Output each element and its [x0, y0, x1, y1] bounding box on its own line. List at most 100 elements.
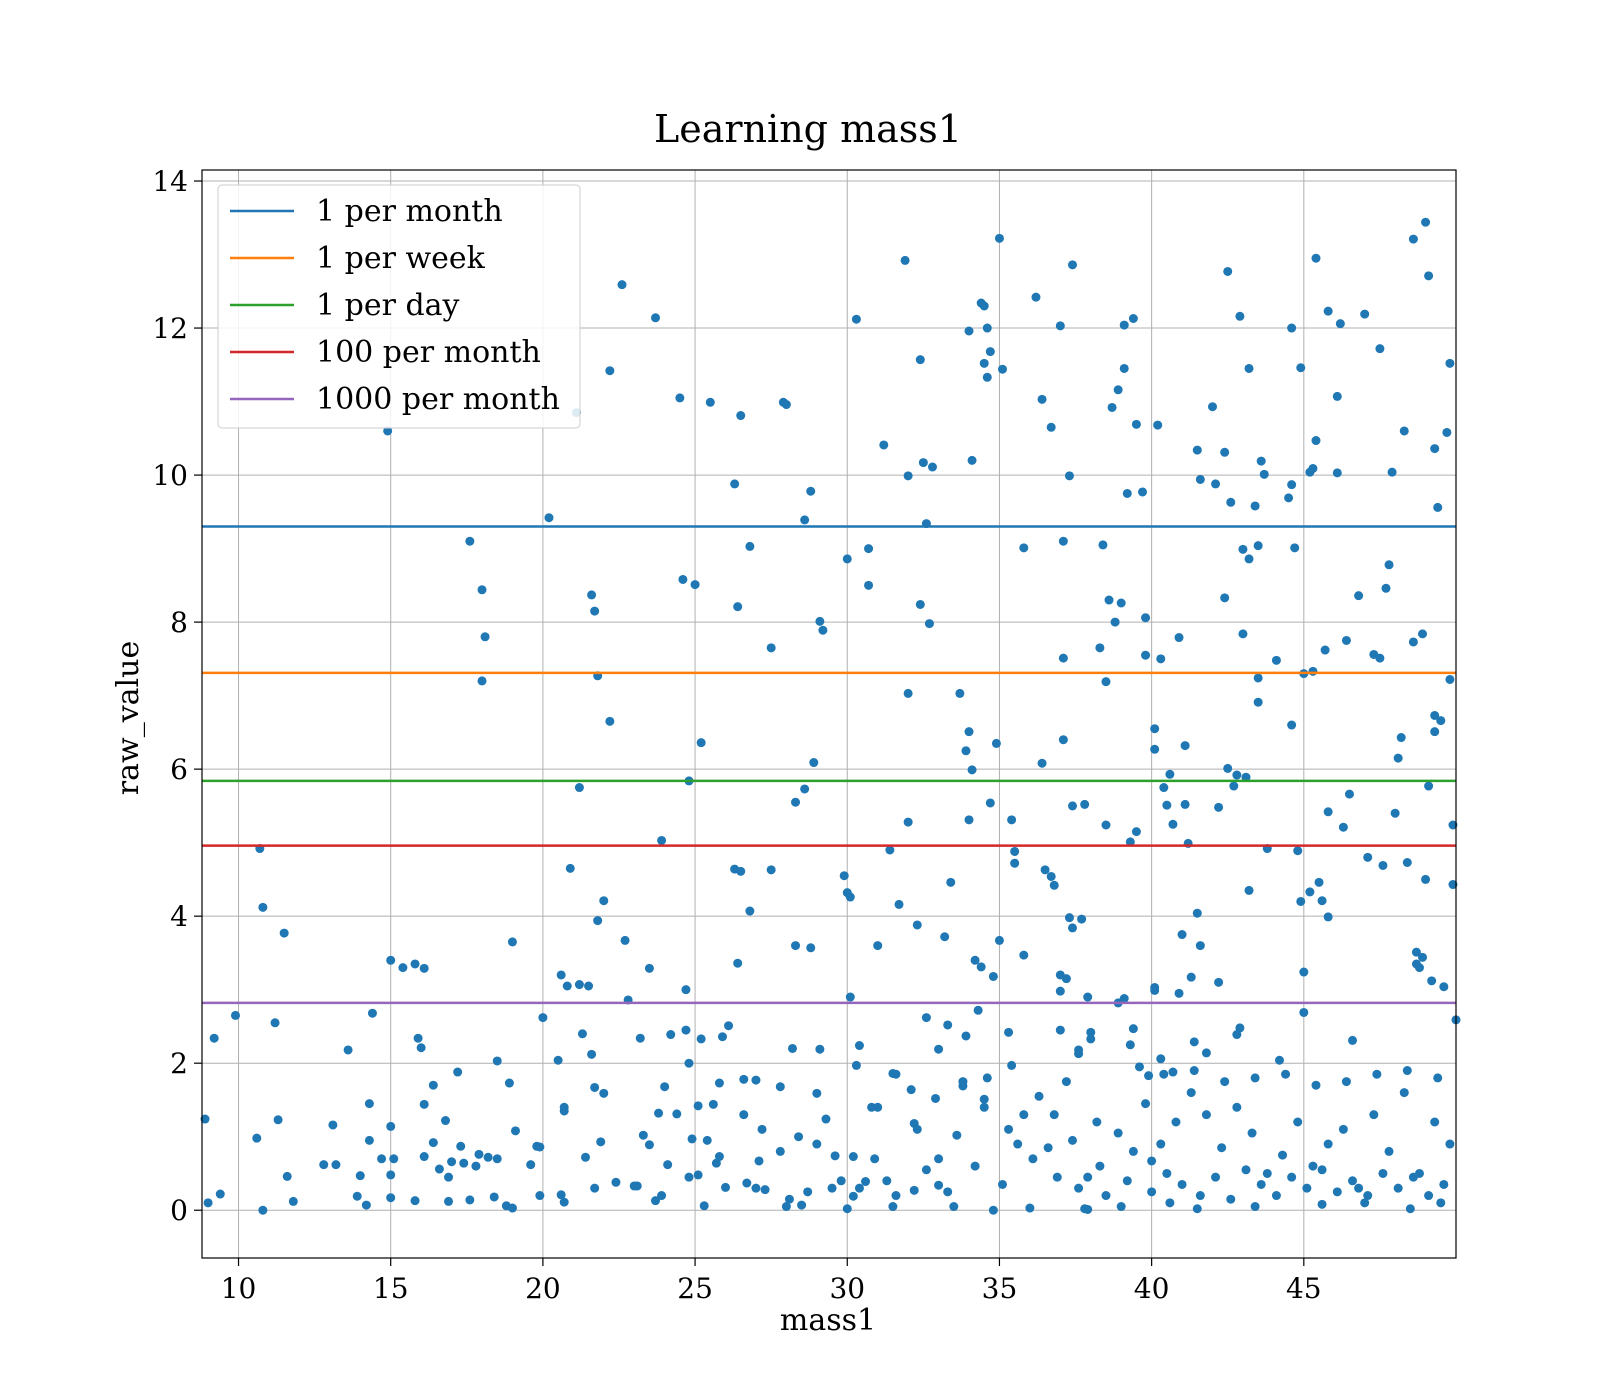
- data-point: [581, 1152, 591, 1162]
- data-point: [355, 1171, 365, 1181]
- data-point: [511, 1126, 520, 1136]
- data-point: [1293, 846, 1303, 856]
- data-point: [818, 625, 828, 635]
- data-point: [684, 1058, 694, 1068]
- data-point: [1226, 497, 1236, 507]
- data-point: [854, 1041, 864, 1051]
- data-point: [842, 554, 852, 564]
- data-point: [605, 716, 615, 726]
- data-point: [1113, 1128, 1123, 1138]
- data-point: [1195, 1191, 1205, 1201]
- data-point: [903, 688, 913, 698]
- data-point: [903, 471, 913, 481]
- data-point: [1235, 311, 1245, 321]
- data-point: [985, 798, 995, 808]
- data-point: [1317, 1199, 1327, 1209]
- data-point: [620, 935, 630, 945]
- data-point: [848, 1152, 858, 1162]
- data-point: [1281, 1069, 1291, 1079]
- data-point: [1034, 1091, 1044, 1101]
- data-point: [1308, 1161, 1318, 1171]
- data-point: [477, 585, 487, 595]
- data-point: [1338, 1124, 1348, 1134]
- data-point: [657, 835, 667, 845]
- data-point: [1156, 1054, 1166, 1064]
- data-point: [1007, 1060, 1017, 1070]
- data-point: [556, 1190, 566, 1200]
- data-point: [1192, 1204, 1202, 1214]
- data-point: [1153, 420, 1163, 430]
- data-point: [1074, 1049, 1084, 1059]
- data-point: [535, 1191, 545, 1201]
- data-point: [465, 1195, 475, 1205]
- data-point: [1180, 741, 1190, 751]
- data-point: [1007, 815, 1017, 825]
- data-point: [1411, 947, 1421, 957]
- y-tick-label: 8: [170, 606, 188, 639]
- data-point: [678, 574, 688, 584]
- y-tick-label: 0: [170, 1194, 188, 1227]
- data-point: [535, 1142, 545, 1152]
- x-tick-label: 20: [525, 1272, 561, 1305]
- data-point: [1144, 1071, 1154, 1081]
- data-point: [851, 1060, 861, 1070]
- data-point: [1217, 1143, 1227, 1153]
- data-point: [739, 1074, 749, 1084]
- data-point: [1171, 1117, 1181, 1127]
- data-point: [474, 1149, 484, 1159]
- data-point: [389, 1154, 399, 1164]
- data-point: [288, 1196, 298, 1206]
- data-point: [386, 1170, 396, 1180]
- data-point: [556, 970, 566, 980]
- data-point: [1083, 1172, 1093, 1182]
- data-point: [386, 1121, 396, 1131]
- data-point: [812, 1088, 822, 1098]
- data-point: [1430, 1117, 1440, 1127]
- data-point: [1134, 1062, 1144, 1072]
- data-point: [967, 765, 977, 775]
- data-point: [906, 1085, 916, 1095]
- data-point: [1116, 1202, 1126, 1212]
- data-point: [1067, 923, 1077, 933]
- data-point: [1427, 976, 1437, 986]
- data-point: [982, 1073, 992, 1083]
- data-point: [663, 1160, 673, 1170]
- data-point: [809, 758, 819, 768]
- data-point: [997, 364, 1007, 374]
- data-point: [574, 980, 584, 990]
- data-point: [1113, 385, 1123, 395]
- data-point: [1201, 1048, 1211, 1058]
- data-point: [1241, 1165, 1251, 1175]
- data-point: [909, 1185, 919, 1195]
- data-point: [915, 599, 925, 609]
- data-point: [1138, 487, 1147, 497]
- data-point: [364, 1099, 374, 1109]
- data-point: [593, 916, 603, 926]
- data-point: [651, 313, 661, 323]
- data-point: [644, 1140, 654, 1150]
- data-point: [1369, 1110, 1379, 1120]
- data-point: [921, 1013, 931, 1023]
- data-point: [1125, 1040, 1135, 1050]
- data-point: [1247, 1128, 1257, 1138]
- data-point: [279, 928, 289, 938]
- data-point: [982, 323, 992, 333]
- data-point: [1162, 1168, 1172, 1178]
- data-point: [1064, 471, 1074, 481]
- data-point: [1393, 753, 1403, 763]
- data-point: [1067, 1135, 1077, 1145]
- data-point: [730, 479, 740, 489]
- data-point: [894, 899, 904, 909]
- data-point: [1317, 896, 1327, 906]
- data-point: [1445, 674, 1455, 684]
- data-point: [1037, 758, 1047, 768]
- data-point: [1430, 444, 1440, 454]
- data-point: [386, 955, 396, 965]
- data-point: [970, 955, 980, 965]
- data-point: [1244, 554, 1254, 564]
- data-point: [1150, 985, 1160, 995]
- data-point: [717, 1032, 727, 1042]
- data-point: [1296, 363, 1306, 373]
- data-point: [471, 1161, 481, 1171]
- data-point: [1424, 781, 1434, 791]
